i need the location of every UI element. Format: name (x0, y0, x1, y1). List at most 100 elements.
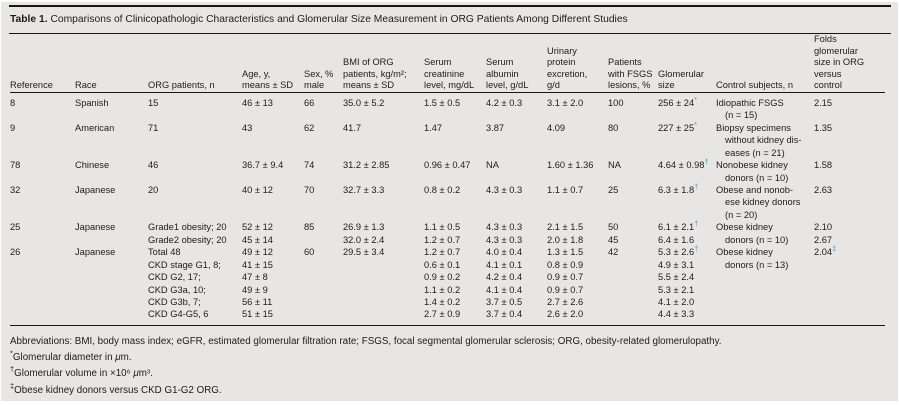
table-cell-org-patients: 15 (148, 97, 159, 108)
column-header-folds: Folds glomerular size in ORG versus control (814, 34, 885, 93)
table-cell-org-patients: Grade1 obesity; 20 Grade2 obesity; 20 (148, 222, 227, 245)
table-cell-age: 40 ± 12 (242, 185, 273, 196)
column-header-urinary-protein: Urinary protein excretion, g/d (547, 34, 608, 93)
footnote: †Glomerular volume in ×10⁶ μm³. (10, 365, 153, 380)
table-title: Table 1. Comparisons of Clinicopathologi… (9, 7, 891, 33)
table-cell-race: Japanese (75, 185, 116, 196)
significance-marker: ‡ (832, 244, 837, 254)
column-header-fsgs: Patients with FSGS lesions, % (608, 34, 658, 93)
table-cell-urinary-protein: 2.1 ± 1.5 2.0 ± 1.8 (547, 222, 584, 245)
header-row: Reference Race ORG patients, n Age, y, means… (10, 34, 885, 93)
comparison-table: Reference Race ORG patients, n Age, y, means… (10, 34, 885, 326)
table-row: 25 Japanese Grade1 obesity; 20 Grade2 obesi… (10, 219, 885, 246)
table-cell-folds: 2.15 (814, 97, 833, 108)
table-cell-serum-creatinine: 0.8 ± 0.2 (424, 185, 461, 196)
table-cell-org-patients: 46 (148, 160, 159, 171)
footnotes: Abbreviations: BMI, body mass index; eGF… (9, 326, 891, 399)
table-cell-serum-albumin: 4.3 ± 0.3 4.3 ± 0.3 (486, 222, 523, 245)
table-cell-control-subjects: Nonobese kidney donors (n = 10) (716, 160, 789, 183)
table-cell-age: 46 ± 13 (242, 97, 273, 108)
table-cell-folds: 2.63 (814, 185, 833, 196)
table-cell-control-subjects: Obese kidney donors (n = 10) (716, 222, 789, 245)
column-header-reference: Reference (10, 34, 75, 93)
table-cell-sex: 74 (304, 160, 315, 171)
table-cell-urinary-protein: 3.1 ± 2.0 (547, 97, 584, 108)
column-header-control-subjects: Control subjects, n (716, 34, 814, 93)
column-header-bmi: BMI of ORG patients, kg/m²; means ± SD (343, 34, 424, 93)
column-header-glomerular-size: Glomerular size (658, 34, 716, 93)
table-cell-glomerular-size: 227 ± 25* (658, 119, 698, 133)
table-cell-bmi: 29.5 ± 3.4 (343, 247, 385, 258)
significance-marker: † (704, 157, 709, 167)
table-cell-urinary-protein: 1.3 ± 1.5 0.8 ± 0.9 0.9 ± 0.7 0.9 ± 0.7 2.7 … (547, 247, 584, 320)
column-header-serum-creatinine: Serum creatinine level, mg/dL (424, 34, 486, 93)
table-cell-folds: 1.58 (814, 160, 833, 171)
footnote: ‡Obese kidney donors versus CKD G1-G2 OR… (10, 381, 222, 396)
column-header-org-patients: ORG patients, n (148, 34, 242, 93)
table-cell-serum-albumin: 3.87 (486, 122, 505, 133)
significance-marker: † (694, 219, 699, 229)
table-cell-glomerular-size: 6.1 ± 2.1† 6.4 ± 1.6 (658, 219, 699, 245)
table-cell-reference: 9 (10, 122, 16, 133)
table-cell-org-patients: Total 48 CKD stage G1, 8; CKD G2, 17; CKD G… (148, 247, 221, 320)
table-cell-serum-albumin: 4.3 ± 0.3 (486, 185, 523, 196)
table-cell-bmi: 31.2 ± 2.85 (343, 160, 390, 171)
table-cell-sex: 66 (304, 97, 315, 108)
table-row: 78 Chinese 46 36.7 ± 9.4 74 31.2 ± 2.85 0.96 ±… (10, 157, 885, 184)
table-cell-serum-creatinine: 1.47 (424, 122, 443, 133)
table-cell-fsgs: 25 (608, 185, 619, 196)
table-cell-serum-creatinine: 0.96 ± 0.47 (424, 160, 471, 171)
table-cell-folds: 2.10 2.67 (814, 222, 833, 245)
table-cell-glomerular-size: 5.3 ± 2.6† 4.9 ± 3.1 5.5 ± 2.4 5.3 ± 2.1 4.1… (658, 244, 699, 320)
significance-marker: † (694, 181, 699, 191)
table-cell-bmi: 35.0 ± 5.2 (343, 97, 385, 108)
table-cell-bmi: 32.7 ± 3.3 (343, 185, 385, 196)
table-title-text: Comparisons of Clinicopathologic Charact… (47, 14, 628, 25)
table-cell-fsgs: NA (608, 160, 621, 171)
table-cell-control-subjects: Idiopathic FSGS (n = 15) (716, 97, 784, 121)
table-cell-serum-creatinine: 1.5 ± 0.5 (424, 97, 461, 108)
column-header-sex: Sex, % male (304, 34, 343, 93)
table-cell-reference: 32 (10, 185, 21, 196)
table-title-label: Table 1. (10, 14, 48, 25)
table-cell-reference: 78 (10, 160, 21, 171)
significance-marker: * (694, 94, 698, 104)
table-cell-reference: 8 (10, 97, 16, 108)
table-cell-race: American (75, 122, 115, 133)
table-cell-age: 36.7 ± 9.4 (242, 160, 284, 171)
table-cell-glomerular-size: 256 ± 24* (658, 94, 698, 108)
footnote: Abbreviations: BMI, body mass index; eGF… (10, 335, 722, 347)
footnote-marker: ‡ (10, 381, 15, 391)
significance-marker: * (694, 119, 698, 129)
table-cell-serum-albumin: 4.2 ± 0.3 (486, 97, 523, 108)
footnote-marker: * (10, 348, 13, 358)
table-row: 26 Japanese Total 48 CKD stage G1, 8; CKD G2… (10, 244, 885, 325)
table-cell-reference: 26 (10, 247, 21, 258)
column-header-age: Age, y, means ± SD (242, 34, 304, 93)
table-cell-fsgs: 42 (608, 247, 619, 258)
table-row: 32 Japanese 20 40 ± 12 70 32.7 ± 3.3 0.8 ± 0.2… (10, 181, 885, 221)
table-cell-race: Japanese (75, 247, 116, 258)
table-cell-serum-creatinine: 1.2 ± 0.7 0.6 ± 0.1 0.9 ± 0.2 1.1 ± 0.2 1.4 … (424, 247, 461, 320)
table-cell-serum-albumin: 4.0 ± 0.4 4.1 ± 0.1 4.2 ± 0.4 4.1 ± 0.4 3.7 … (486, 247, 523, 320)
table-cell-urinary-protein: 1.60 ± 1.36 (547, 160, 594, 171)
table-cell-sex: 62 (304, 122, 315, 133)
table-row: 9 American 71 43 62 41.7 1.47 3.87 4.09 80 227 ± 2… (10, 119, 885, 159)
table-cell-age: 49 ± 12 41 ± 15 47 ± 8 49 ± 9 56 ± 11 51 ± 15 (242, 247, 273, 320)
footnote: *Glomerular diameter in μm. (10, 348, 132, 364)
table-cell-race: Chinese (75, 160, 110, 171)
table-cell-age: 52 ± 12 45 ± 14 (242, 222, 273, 245)
table-cell-bmi: 41.7 (343, 122, 362, 133)
table-cell-folds: 2.04‡ (814, 244, 837, 258)
column-header-serum-albumin: Serum albumin level, g/dL (486, 34, 547, 93)
table-cell-serum-creatinine: 1.1 ± 0.5 1.2 ± 0.7 (424, 222, 461, 245)
table-cell-control-subjects: Biopsy specimens without kidney dis-eases… (716, 122, 802, 158)
table-cell-sex: 85 (304, 222, 315, 233)
table-cell-urinary-protein: 1.1 ± 0.7 (547, 185, 584, 196)
table-cell-control-subjects: Obese and nonob-ese kidney donors (n = 20… (716, 185, 801, 220)
table-cell-urinary-protein: 4.09 (547, 122, 566, 133)
table-cell-serum-albumin: NA (486, 160, 499, 171)
table-cell-race: Japanese (75, 222, 116, 233)
table-cell-folds: 1.35 (814, 122, 833, 133)
footnote-marker: † (10, 365, 15, 375)
